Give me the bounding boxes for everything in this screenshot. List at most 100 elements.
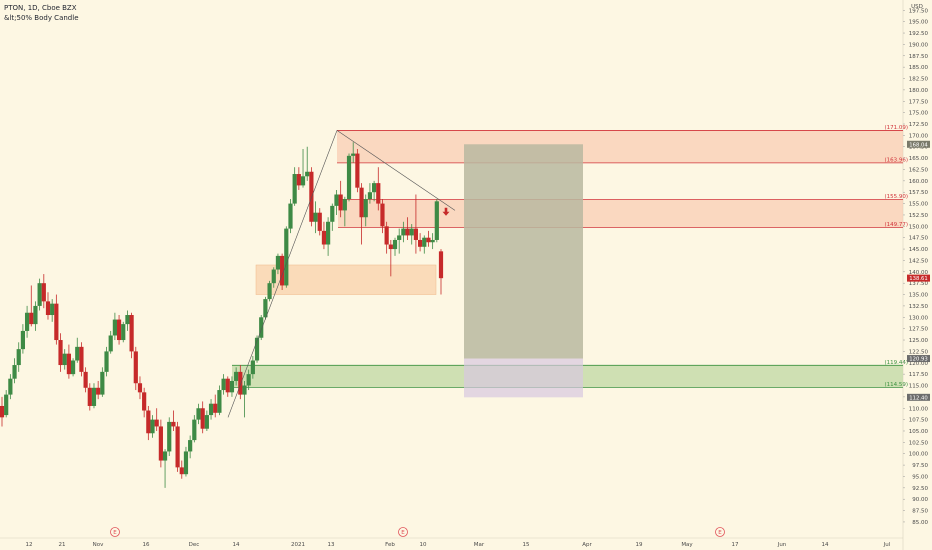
candle	[171, 410, 176, 431]
candle-body	[296, 174, 301, 186]
candle-body	[217, 390, 222, 413]
candle	[66, 344, 71, 379]
candle-body	[413, 228, 419, 240]
price-tick-label: 90.00	[912, 497, 928, 503]
candle-body	[154, 419, 159, 427]
candle	[125, 310, 130, 331]
candle-body	[196, 408, 201, 420]
price-tick-label: 162.50	[909, 167, 929, 173]
candle	[116, 315, 122, 345]
candle-body	[225, 378, 230, 393]
candle	[112, 312, 117, 341]
candle	[20, 324, 26, 354]
price-tick-label: 130.00	[909, 315, 929, 321]
zone-high-label: (155.90)	[884, 194, 908, 200]
candle-body	[200, 408, 205, 429]
candle	[284, 226, 289, 288]
candle	[317, 208, 322, 236]
candle-body	[87, 387, 92, 406]
projection-mid-tag[interactable]: 120.93	[907, 355, 930, 363]
price-tick-label: 160.00	[909, 179, 929, 185]
price-tick-label: 157.50	[909, 190, 929, 196]
earnings-circle	[398, 527, 408, 537]
candles	[0, 142, 444, 488]
candle	[50, 299, 55, 322]
candle-body	[401, 228, 406, 236]
candle	[267, 280, 272, 302]
candle-body	[309, 171, 314, 222]
candle-body	[388, 244, 393, 250]
candle-body	[66, 353, 71, 375]
candle	[41, 274, 46, 309]
earnings-marker[interactable]: E	[715, 527, 725, 537]
projection-top-tag[interactable]: 168.04	[907, 140, 930, 149]
time-tick-label: 19	[636, 542, 643, 548]
price-tick-label: 175.00	[909, 111, 929, 117]
candle	[0, 396, 5, 427]
earnings-circle	[110, 527, 120, 537]
price-tick-label: 107.50	[909, 418, 929, 424]
earnings-marker[interactable]: E	[110, 527, 120, 537]
earnings-marker[interactable]: E	[398, 527, 408, 537]
last-price-tag[interactable]: 138.61	[907, 274, 930, 283]
candle-body	[351, 153, 356, 156]
candle-body	[300, 176, 306, 186]
candle-body	[213, 403, 218, 413]
projection-bottom-tag[interactable]: 112.40	[907, 393, 930, 402]
candle	[355, 149, 360, 193]
candle	[305, 146, 310, 181]
candle-body	[104, 351, 109, 372]
candle	[204, 410, 209, 431]
candle-body	[29, 312, 34, 325]
price-tick-label: 142.50	[909, 258, 929, 264]
candle-body	[267, 283, 272, 300]
candle	[238, 365, 243, 400]
symbol-title[interactable]: PTON, 1D, Cboe BZX	[4, 4, 77, 12]
candle	[363, 194, 368, 227]
candle	[217, 385, 222, 416]
price-tag-box	[907, 393, 930, 401]
candle-body	[221, 378, 226, 391]
candle	[288, 199, 293, 234]
candle-body	[392, 239, 398, 250]
candle-body	[250, 360, 255, 375]
candle-body	[330, 205, 335, 222]
candle-body	[192, 419, 197, 441]
price-tick-label: 87.50	[912, 509, 928, 515]
candle	[384, 221, 389, 254]
candle	[154, 408, 159, 431]
candle-body	[338, 194, 343, 211]
candle	[346, 153, 352, 202]
candle-body	[380, 203, 385, 227]
candle-body	[284, 228, 289, 286]
earnings-circle	[715, 527, 725, 537]
zone-low-label: (114.59)	[884, 382, 908, 388]
price-tick-label: 117.50	[909, 372, 929, 378]
candle-body	[372, 183, 377, 193]
candle	[100, 367, 105, 397]
sell-arrow-icon	[442, 207, 450, 216]
candle-body	[146, 410, 151, 434]
candle	[313, 201, 318, 234]
indicator-title[interactable]: &lt;50% Body Candle	[4, 14, 79, 22]
candle-body	[384, 226, 389, 245]
candle	[372, 180, 377, 202]
time-tick-label: 10	[420, 542, 427, 548]
supply-zone	[338, 199, 903, 228]
candle-body	[58, 340, 63, 366]
price-tick-label: 135.00	[909, 293, 929, 299]
candle-body	[422, 237, 427, 247]
candle	[200, 401, 205, 434]
candle-body	[363, 199, 368, 218]
candle-body	[275, 255, 281, 270]
time-axis[interactable]: 12 21 Nov 16 Dec 14 2021 13 Feb 10 Mar 15 Apr 19 May 17…	[26, 527, 891, 549]
price-tick-label: 192.50	[909, 31, 929, 37]
candle	[259, 315, 264, 341]
candle	[179, 460, 184, 479]
price-tick-label: 182.50	[909, 77, 929, 83]
candle	[96, 380, 101, 400]
candle-body	[367, 192, 373, 200]
price-tick-label: 115.00	[909, 384, 929, 390]
